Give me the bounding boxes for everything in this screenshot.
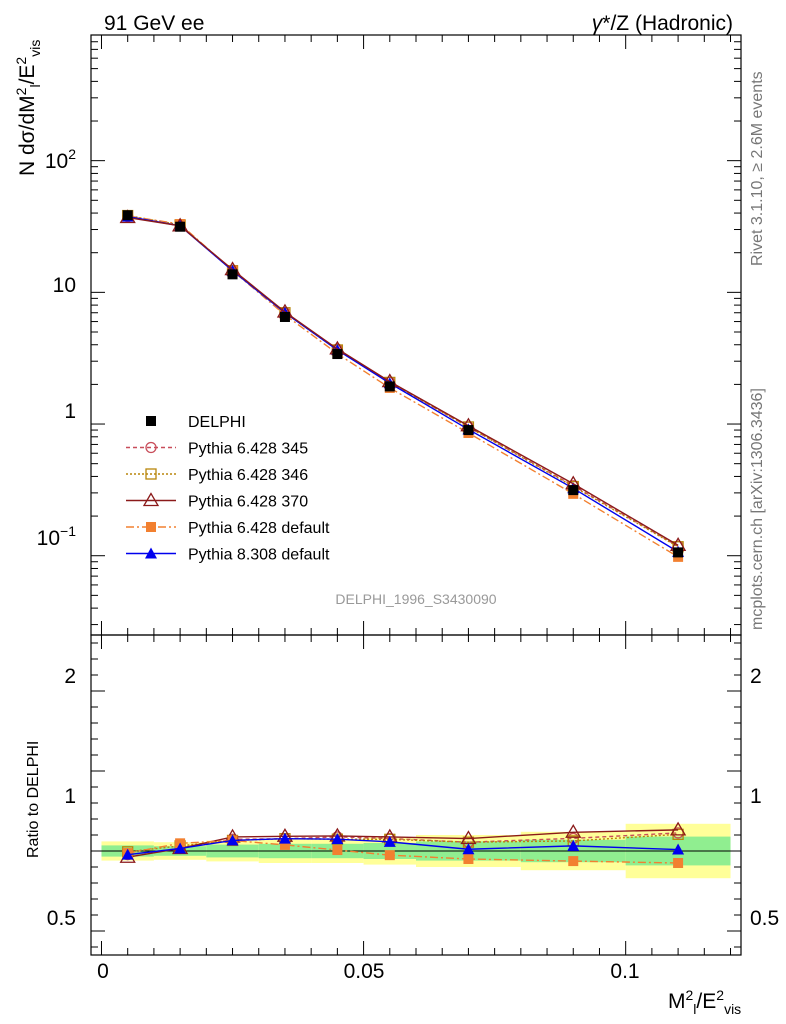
legend-marker — [145, 468, 157, 480]
main-tick-label-1: 1 — [64, 400, 76, 423]
ratio-tick-label-2-right: 2 — [750, 665, 762, 688]
ratio-point — [384, 850, 395, 861]
data-point — [332, 349, 343, 360]
ratio-point — [463, 854, 474, 864]
ratio-point — [174, 842, 187, 854]
series-line — [127, 216, 679, 546]
main-frame — [90, 34, 742, 636]
ratio-frame — [90, 634, 742, 956]
ratio-point — [383, 835, 396, 847]
ratio-tick-label-0p5-right: 0.5 — [750, 907, 779, 930]
ratio-tick-label-1-right: 1 — [750, 785, 762, 808]
legend-marker — [146, 416, 156, 426]
legend-label: Pythia 6.428 370 — [188, 494, 308, 511]
data-point — [463, 425, 474, 436]
legend-marker — [145, 547, 157, 559]
main-series — [119, 209, 687, 562]
ratio-point — [332, 845, 343, 856]
data-point — [673, 547, 684, 558]
ratio-point — [568, 856, 579, 867]
legend-marker — [142, 492, 160, 507]
mcplots-label: mcplots.cern.ch [arXiv:1306.3436] — [749, 388, 766, 630]
main-tick-label-100: 102 — [45, 146, 76, 173]
legend-label: Pythia 6.428 346 — [188, 467, 308, 484]
main-tick-label-0p1: 10−1 — [37, 523, 77, 550]
ratio-point — [279, 839, 290, 850]
legend: DELPHI Pythia 6.428 345 Pythia 6.428 346 Py… — [126, 414, 330, 564]
ratio-point — [121, 848, 134, 860]
ratio-point — [278, 832, 291, 844]
data-point — [175, 221, 186, 232]
analysis-id: DELPHI_1996_S3430090 — [335, 591, 496, 607]
ratio-point — [673, 858, 684, 868]
legend-label: Pythia 8.308 default — [188, 547, 330, 564]
data-point — [227, 269, 238, 280]
legend-label: Pythia 6.428 default — [188, 520, 330, 537]
ratio-point — [331, 833, 344, 845]
ratio-tick-label-1: 1 — [64, 785, 76, 808]
ratio-point — [565, 823, 582, 838]
x-tick-label-0p1: 0.1 — [610, 960, 639, 983]
ratio-tick-label-2: 2 — [64, 665, 76, 688]
data-point — [568, 485, 579, 496]
x-axis-label: M2l/E2vis — [668, 987, 741, 1017]
data-point — [279, 311, 290, 322]
ratio-point — [669, 821, 687, 836]
rivet-label: Rivet 3.1.10, ≥ 2.6M events — [749, 71, 766, 266]
data-point — [122, 210, 133, 221]
data-point — [384, 381, 395, 392]
main-ylabel: N dσ/dM2l/E2vis — [13, 40, 43, 176]
ratio-point — [567, 839, 580, 851]
legend-label: Pythia 6.428 345 — [188, 441, 308, 458]
axes-frame — [90, 34, 742, 956]
x-tick-label-0p05: 0.05 — [344, 960, 385, 983]
legend-marker — [146, 522, 156, 532]
legend-label: DELPHI — [188, 414, 246, 431]
header-left: 91 GeV ee — [104, 12, 204, 35]
ratio-series — [119, 821, 687, 868]
x-tick-label-0: 0 — [97, 960, 109, 983]
ratio-ylabel: Ratio to DELPHI — [25, 741, 42, 858]
ratio-point — [226, 834, 239, 846]
ratio-point — [672, 843, 685, 855]
legend-marker — [145, 441, 157, 454]
header-right: γ*/Z (Hadronic) — [592, 12, 733, 35]
ratio-tick-label-0p5: 0.5 — [47, 907, 76, 930]
ratio-point — [462, 843, 475, 855]
main-tick-label-10: 10 — [53, 274, 76, 297]
